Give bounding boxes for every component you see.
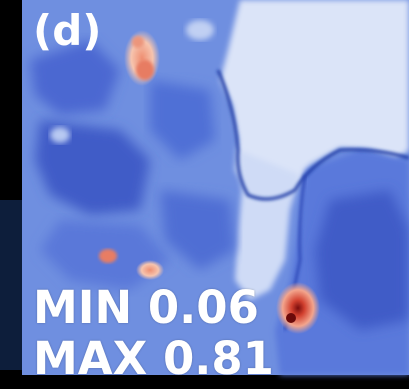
panel-label: (d) (33, 6, 102, 55)
min-value-label: MIN 0.06 (33, 281, 259, 334)
max-value-label: MAX 0.81 (33, 332, 274, 385)
